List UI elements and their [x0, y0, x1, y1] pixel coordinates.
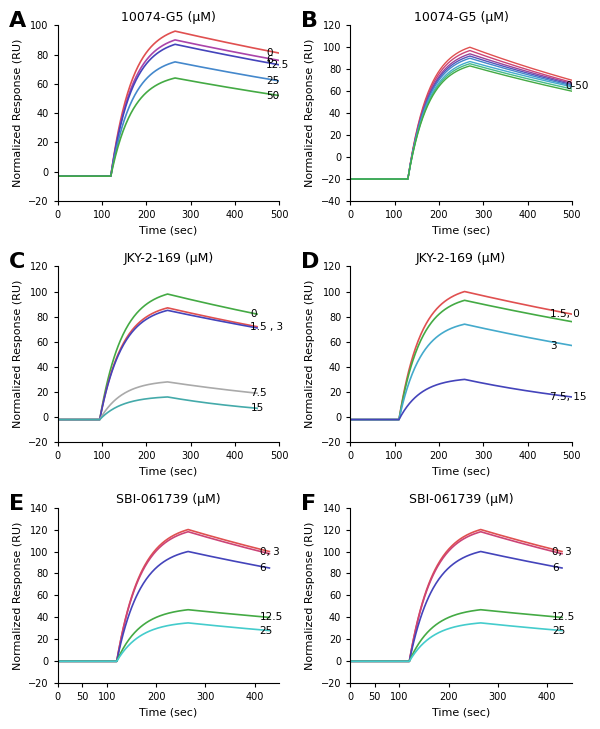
- Title: SBI-061739 (μM): SBI-061739 (μM): [409, 494, 514, 507]
- Text: 0, 3: 0, 3: [260, 547, 280, 556]
- Text: 7.5: 7.5: [250, 389, 267, 398]
- Text: 0: 0: [250, 309, 257, 319]
- Y-axis label: Normalized Response (RU): Normalized Response (RU): [13, 39, 23, 187]
- X-axis label: Time (sec): Time (sec): [139, 708, 197, 718]
- Text: 1.5, 0: 1.5, 0: [550, 309, 580, 319]
- Title: 10074-G5 (μM): 10074-G5 (μM): [121, 11, 216, 24]
- Text: 3: 3: [550, 340, 556, 351]
- Text: 7.5, 15: 7.5, 15: [550, 392, 586, 402]
- Y-axis label: Normalized Response (RU): Normalized Response (RU): [13, 280, 23, 429]
- Text: B: B: [301, 11, 319, 31]
- Text: 6: 6: [260, 563, 266, 573]
- X-axis label: Time (sec): Time (sec): [432, 225, 490, 235]
- X-axis label: Time (sec): Time (sec): [432, 467, 490, 477]
- Title: JKY-2-169 (μM): JKY-2-169 (μM): [416, 252, 506, 265]
- Text: 0-50: 0-50: [565, 81, 589, 90]
- Text: 50: 50: [266, 90, 279, 101]
- Text: 25: 25: [552, 625, 565, 636]
- Text: 6: 6: [266, 55, 272, 66]
- Text: 12.5: 12.5: [260, 612, 283, 623]
- Text: E: E: [9, 494, 24, 513]
- Y-axis label: Normalized Response (RU): Normalized Response (RU): [305, 39, 315, 187]
- Title: 10074-G5 (μM): 10074-G5 (μM): [413, 11, 508, 24]
- Y-axis label: Normalized Response (RU): Normalized Response (RU): [305, 280, 315, 429]
- X-axis label: Time (sec): Time (sec): [139, 467, 197, 477]
- Title: JKY-2-169 (μM): JKY-2-169 (μM): [124, 252, 214, 265]
- Text: D: D: [301, 252, 320, 273]
- Title: SBI-061739 (μM): SBI-061739 (μM): [116, 494, 221, 507]
- Text: A: A: [9, 11, 26, 31]
- Text: 12.5: 12.5: [552, 612, 575, 623]
- X-axis label: Time (sec): Time (sec): [139, 225, 197, 235]
- Text: F: F: [301, 494, 317, 513]
- Text: 0: 0: [266, 48, 272, 58]
- Text: 1.5 , 3: 1.5 , 3: [250, 321, 284, 332]
- Text: 6: 6: [552, 563, 559, 573]
- Text: 0, 3: 0, 3: [552, 547, 572, 556]
- Text: 25: 25: [260, 625, 273, 636]
- Y-axis label: Normalized Response (RU): Normalized Response (RU): [305, 521, 315, 670]
- Y-axis label: Normalized Response (RU): Normalized Response (RU): [13, 521, 23, 670]
- Text: 12.5: 12.5: [266, 60, 289, 70]
- Text: 15: 15: [250, 403, 263, 413]
- Text: C: C: [9, 252, 25, 273]
- X-axis label: Time (sec): Time (sec): [432, 708, 490, 718]
- Text: 25: 25: [266, 76, 279, 86]
